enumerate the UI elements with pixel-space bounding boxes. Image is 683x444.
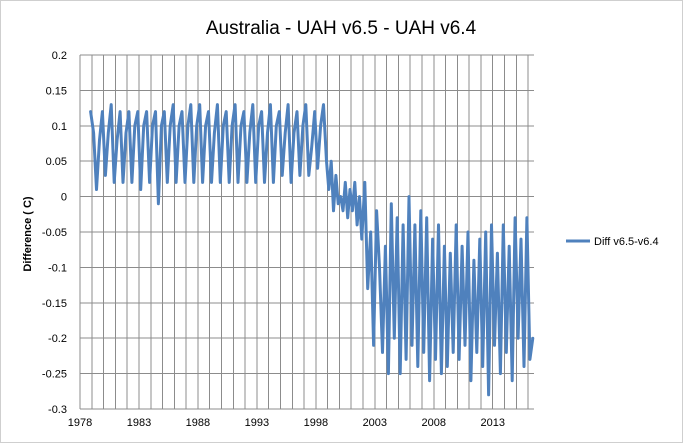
chart-title: Australia - UAH v6.5 - UAH v6.4	[206, 18, 477, 39]
x-tick-label: 2013	[480, 417, 504, 429]
y-tick-label: -0.1	[48, 262, 67, 274]
y-tick-label: -0.2	[48, 333, 67, 345]
y-tick-label: -0.3	[48, 404, 67, 416]
y-tick-label: -0.05	[42, 227, 67, 239]
series-line	[89, 103, 535, 397]
y-tick-label: 0.1	[52, 121, 67, 133]
x-tick-label: 2003	[363, 417, 387, 429]
series-layer	[89, 103, 535, 397]
x-tick-label: 2008	[422, 417, 446, 429]
y-tick-label: -0.15	[42, 298, 67, 310]
x-tick-label: 1978	[68, 417, 92, 429]
y-tick-label: 0	[61, 192, 67, 204]
axes	[79, 55, 534, 410]
legend-label: Diff v6.5-v6.4	[594, 236, 659, 248]
y-tick-labels: 0.2 0.15 0.1 0.05 0 -0.05 -0.1 -0.15 -0.2 -0.25 -0…	[42, 50, 67, 416]
y-tick-label: 0.15	[46, 85, 67, 97]
x-tick-labels: 1978 1983 1988 1993 1998 2003 2008 2013	[68, 417, 505, 429]
y-tick-label: 0.2	[52, 50, 67, 62]
x-tick-label: 1988	[186, 417, 210, 429]
y-tick-label: 0.05	[46, 156, 67, 168]
y-axis-label: Difference ( C)	[22, 196, 34, 272]
x-tick-label: 1983	[127, 417, 151, 429]
x-tick-label: 1998	[304, 417, 328, 429]
y-tick-label: -0.25	[42, 369, 67, 381]
legend: Diff v6.5-v6.4	[566, 236, 659, 248]
x-tick-label: 1993	[245, 417, 269, 429]
